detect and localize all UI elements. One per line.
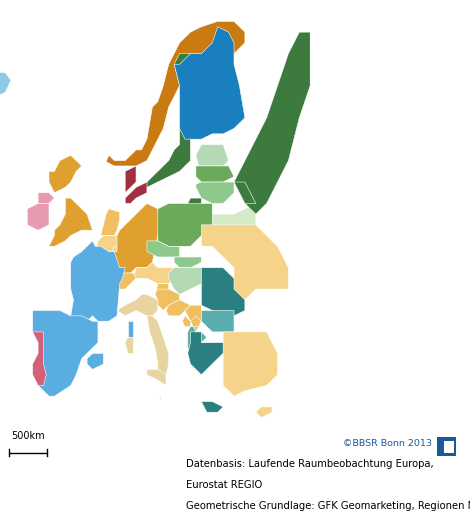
Polygon shape bbox=[174, 27, 245, 139]
Polygon shape bbox=[182, 316, 190, 327]
Bar bbox=[444, 441, 454, 453]
Polygon shape bbox=[188, 332, 234, 375]
Polygon shape bbox=[169, 268, 201, 295]
Bar bbox=[437, 437, 456, 456]
Polygon shape bbox=[190, 316, 201, 327]
Polygon shape bbox=[166, 300, 190, 316]
Polygon shape bbox=[125, 166, 136, 193]
Polygon shape bbox=[201, 268, 245, 316]
Polygon shape bbox=[106, 21, 245, 166]
Polygon shape bbox=[71, 241, 125, 327]
Polygon shape bbox=[201, 401, 223, 412]
Polygon shape bbox=[27, 203, 49, 230]
Polygon shape bbox=[196, 144, 228, 166]
Polygon shape bbox=[223, 332, 278, 396]
Polygon shape bbox=[147, 369, 166, 385]
Polygon shape bbox=[32, 332, 46, 385]
Polygon shape bbox=[114, 273, 136, 289]
Polygon shape bbox=[133, 262, 174, 284]
Text: Datenbasis: Laufende Raumbeobachtung Europa,: Datenbasis: Laufende Raumbeobachtung Eur… bbox=[186, 459, 433, 469]
Polygon shape bbox=[185, 305, 201, 332]
Polygon shape bbox=[147, 316, 169, 375]
Polygon shape bbox=[234, 268, 245, 289]
Polygon shape bbox=[174, 257, 201, 268]
Polygon shape bbox=[196, 182, 234, 203]
Polygon shape bbox=[49, 155, 82, 193]
Text: ©BBSR Bonn 2013: ©BBSR Bonn 2013 bbox=[343, 439, 432, 447]
Polygon shape bbox=[188, 327, 196, 353]
Polygon shape bbox=[234, 182, 256, 203]
Polygon shape bbox=[201, 225, 289, 300]
Polygon shape bbox=[101, 209, 120, 235]
Polygon shape bbox=[159, 396, 161, 399]
Polygon shape bbox=[32, 311, 98, 396]
Polygon shape bbox=[0, 70, 11, 104]
Polygon shape bbox=[207, 203, 256, 235]
Polygon shape bbox=[188, 198, 201, 209]
Polygon shape bbox=[128, 321, 133, 337]
Polygon shape bbox=[196, 166, 234, 182]
Polygon shape bbox=[155, 289, 180, 311]
Polygon shape bbox=[234, 32, 310, 214]
Text: 500km: 500km bbox=[11, 430, 45, 441]
Text: Eurostat REGIO: Eurostat REGIO bbox=[186, 480, 262, 490]
Polygon shape bbox=[256, 407, 272, 417]
Polygon shape bbox=[87, 353, 103, 369]
Polygon shape bbox=[111, 246, 117, 252]
Polygon shape bbox=[95, 235, 117, 252]
Polygon shape bbox=[155, 203, 212, 246]
Polygon shape bbox=[114, 203, 158, 273]
Polygon shape bbox=[155, 284, 169, 295]
Polygon shape bbox=[147, 241, 180, 257]
Polygon shape bbox=[125, 337, 133, 353]
Polygon shape bbox=[201, 311, 234, 332]
Polygon shape bbox=[193, 332, 207, 343]
Polygon shape bbox=[223, 375, 234, 380]
Polygon shape bbox=[117, 295, 158, 316]
Polygon shape bbox=[49, 198, 93, 246]
Polygon shape bbox=[125, 182, 147, 203]
Polygon shape bbox=[141, 54, 218, 188]
Polygon shape bbox=[38, 193, 55, 203]
Text: Geometrische Grundlage: GFK Geomarketing, Regionen NUTS 2: Geometrische Grundlage: GFK Geomarketing… bbox=[186, 501, 470, 511]
